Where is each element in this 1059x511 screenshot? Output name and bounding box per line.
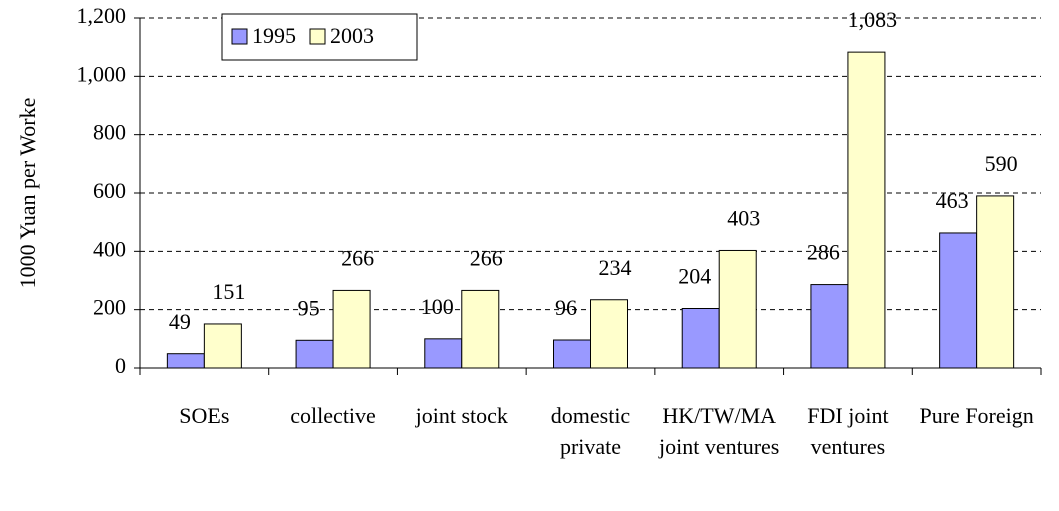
value-label: 151 <box>212 279 245 304</box>
legend-swatch <box>309 28 326 45</box>
value-label: 590 <box>985 151 1018 176</box>
x-tick-label: collective <box>290 403 376 428</box>
x-tick-label: SOEs <box>179 403 230 428</box>
y-tick-label: 1,000 <box>77 61 127 86</box>
value-label: 266 <box>341 245 374 270</box>
value-label: 463 <box>936 188 969 213</box>
x-tick-label: Pure Foreign <box>919 403 1034 428</box>
x-tick-label: HK/TW/MA joint ventures <box>659 403 780 459</box>
value-label: 96 <box>555 295 577 320</box>
bar <box>847 51 886 369</box>
y-tick-label: 400 <box>93 236 126 261</box>
value-label: 1,083 <box>848 7 898 32</box>
value-label: 49 <box>169 309 191 334</box>
x-tick-label: joint stock <box>415 403 508 428</box>
bar <box>810 284 849 369</box>
bar <box>203 323 242 369</box>
legend-label: 1995 <box>252 23 296 48</box>
y-axis-label: 1000 Yuan per Worke <box>15 98 40 289</box>
legend-swatch <box>231 28 248 45</box>
bar <box>332 289 371 369</box>
value-label: 234 <box>599 255 632 280</box>
value-label: 204 <box>678 264 711 289</box>
y-tick-label: 200 <box>93 295 126 320</box>
value-label: 266 <box>470 245 503 270</box>
bar <box>166 353 205 369</box>
bar <box>295 339 334 369</box>
value-label: 95 <box>298 295 320 320</box>
legend-label: 2003 <box>330 23 374 48</box>
value-label: 286 <box>807 240 840 265</box>
bar <box>939 232 978 369</box>
bar <box>718 249 757 369</box>
y-tick-label: 800 <box>93 120 126 145</box>
bar <box>424 338 463 369</box>
bar <box>553 339 591 369</box>
x-tick-label: domestic private <box>550 403 631 459</box>
value-label: 100 <box>421 294 454 319</box>
value-label: 403 <box>727 206 760 231</box>
bar <box>461 289 500 369</box>
x-tick-label: FDI joint ventures <box>807 403 889 459</box>
y-tick-label: 600 <box>93 178 126 203</box>
bar <box>681 308 720 369</box>
bar <box>590 299 628 369</box>
bar <box>976 195 1015 369</box>
y-tick-label: 0 <box>115 353 126 378</box>
y-tick-label: 1,200 <box>77 3 127 28</box>
